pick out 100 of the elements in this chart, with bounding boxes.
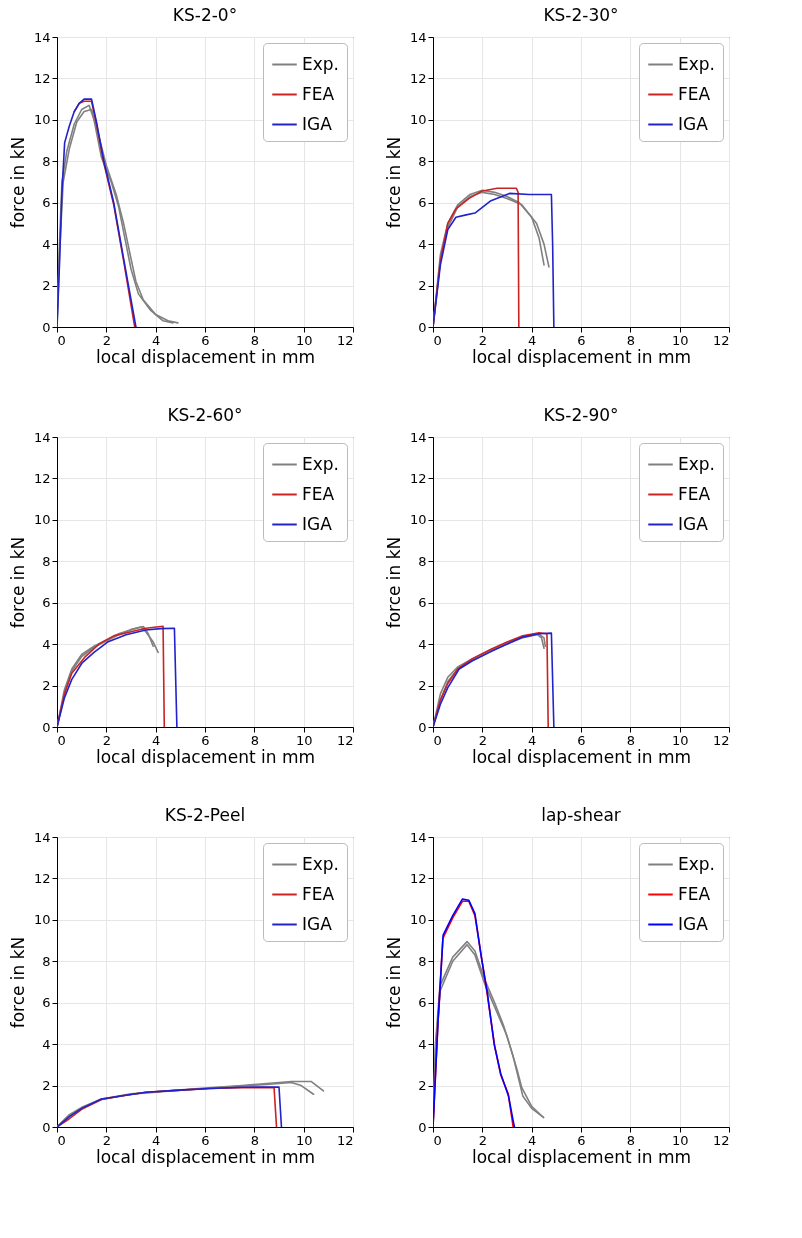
legend-label: FEA (678, 483, 711, 504)
x-tick-label: 6 (577, 332, 586, 348)
x-tick-label: 4 (152, 332, 161, 348)
y-tick-label: 14 (409, 829, 427, 845)
x-tick-label: 0 (433, 1132, 442, 1148)
y-tick-label: 14 (33, 429, 51, 445)
legend-label: Exp. (302, 853, 339, 874)
y-tick-label: 4 (42, 236, 51, 252)
y-tick-label: 4 (418, 1036, 427, 1052)
y-tick-label: 4 (42, 1036, 51, 1052)
legend-label: FEA (302, 883, 335, 904)
y-tick-label: 12 (33, 870, 51, 886)
legend-label: FEA (302, 83, 335, 104)
legend-label: FEA (678, 883, 711, 904)
legend-label: FEA (678, 83, 711, 104)
y-tick-label: 6 (42, 195, 51, 211)
x-tick-label: 8 (626, 332, 635, 348)
y-tick-label: 0 (418, 319, 427, 335)
x-tick-label: 10 (295, 732, 313, 748)
y-tick-label: 8 (418, 553, 427, 569)
x-tick-label: 8 (250, 332, 259, 348)
x-tick-label: 10 (295, 332, 313, 348)
y-axis-title: force in kN (383, 936, 404, 1029)
x-tick-label: 12 (336, 1132, 354, 1148)
x-tick-label: 0 (57, 732, 66, 748)
chart-title: KS-2-Peel (164, 805, 246, 825)
legend-label: Exp. (678, 453, 715, 474)
x-tick-label: 10 (671, 732, 689, 748)
y-tick-label: 10 (409, 512, 427, 528)
x-tick-label: 10 (671, 332, 689, 348)
y-tick-label: 0 (42, 319, 51, 335)
legend-label: Exp. (678, 53, 715, 74)
legend-label: IGA (302, 913, 333, 934)
legend-label: IGA (678, 513, 709, 534)
x-tick-label: 6 (201, 332, 210, 348)
x-tick-label: 8 (626, 1132, 635, 1148)
chart-title: lap-shear (541, 805, 621, 825)
y-tick-label: 4 (418, 236, 427, 252)
y-tick-label: 12 (409, 870, 427, 886)
x-tick-label: 10 (295, 1132, 313, 1148)
y-tick-label: 4 (42, 636, 51, 652)
x-tick-label: 4 (152, 1132, 161, 1148)
y-tick-label: 14 (33, 29, 51, 45)
y-tick-label: 2 (42, 278, 51, 294)
x-tick-label: 0 (433, 732, 442, 748)
y-tick-label: 10 (33, 512, 51, 528)
y-tick-label: 2 (418, 1078, 427, 1094)
x-tick-label: 4 (152, 732, 161, 748)
x-tick-label: 2 (478, 1132, 487, 1148)
chart-title: KS-2-30° (543, 5, 619, 25)
x-tick-label: 12 (712, 1132, 730, 1148)
y-tick-label: 0 (42, 719, 51, 735)
x-tick-label: 6 (201, 732, 210, 748)
chart-title: KS-2-90° (543, 405, 619, 425)
x-axis-title: local displacement in mm (471, 746, 692, 767)
y-tick-label: 8 (418, 953, 427, 969)
y-tick-label: 12 (33, 470, 51, 486)
x-tick-label: 6 (577, 732, 586, 748)
x-axis-title: local displacement in mm (95, 746, 316, 767)
y-tick-label: 6 (418, 195, 427, 211)
chart-title: KS-2-60° (167, 405, 243, 425)
x-tick-label: 0 (433, 332, 442, 348)
y-tick-label: 0 (418, 719, 427, 735)
x-tick-label: 2 (102, 332, 111, 348)
y-tick-label: 0 (418, 1119, 427, 1135)
y-tick-label: 6 (42, 595, 51, 611)
y-tick-label: 10 (409, 912, 427, 928)
x-tick-label: 2 (102, 1132, 111, 1148)
y-tick-label: 8 (42, 953, 51, 969)
y-tick-label: 4 (418, 636, 427, 652)
x-tick-label: 12 (336, 332, 354, 348)
x-axis-title: local displacement in mm (471, 1146, 692, 1167)
x-tick-label: 8 (250, 1132, 259, 1148)
y-axis-title: force in kN (7, 936, 28, 1029)
legend-label: Exp. (302, 453, 339, 474)
x-tick-label: 6 (577, 1132, 586, 1148)
y-axis-title: force in kN (383, 136, 404, 229)
y-tick-label: 10 (33, 112, 51, 128)
x-tick-label: 8 (626, 732, 635, 748)
y-tick-label: 10 (33, 912, 51, 928)
y-tick-label: 14 (409, 429, 427, 445)
legend-label: IGA (302, 113, 333, 134)
legend-label: Exp. (678, 853, 715, 874)
y-tick-label: 8 (42, 153, 51, 169)
x-tick-label: 4 (528, 332, 537, 348)
y-axis-title: force in kN (7, 136, 28, 229)
x-axis-title: local displacement in mm (95, 1146, 316, 1167)
y-tick-label: 12 (409, 470, 427, 486)
chart-title: KS-2-0° (172, 5, 238, 25)
x-tick-label: 0 (57, 1132, 66, 1148)
x-tick-label: 6 (201, 1132, 210, 1148)
x-axis-title: local displacement in mm (95, 346, 316, 367)
y-tick-label: 2 (418, 678, 427, 694)
x-tick-label: 2 (102, 732, 111, 748)
y-tick-label: 6 (418, 995, 427, 1011)
y-tick-label: 8 (418, 153, 427, 169)
x-tick-label: 4 (528, 732, 537, 748)
y-axis-title: force in kN (7, 536, 28, 629)
y-tick-label: 2 (42, 1078, 51, 1094)
y-tick-label: 6 (418, 595, 427, 611)
